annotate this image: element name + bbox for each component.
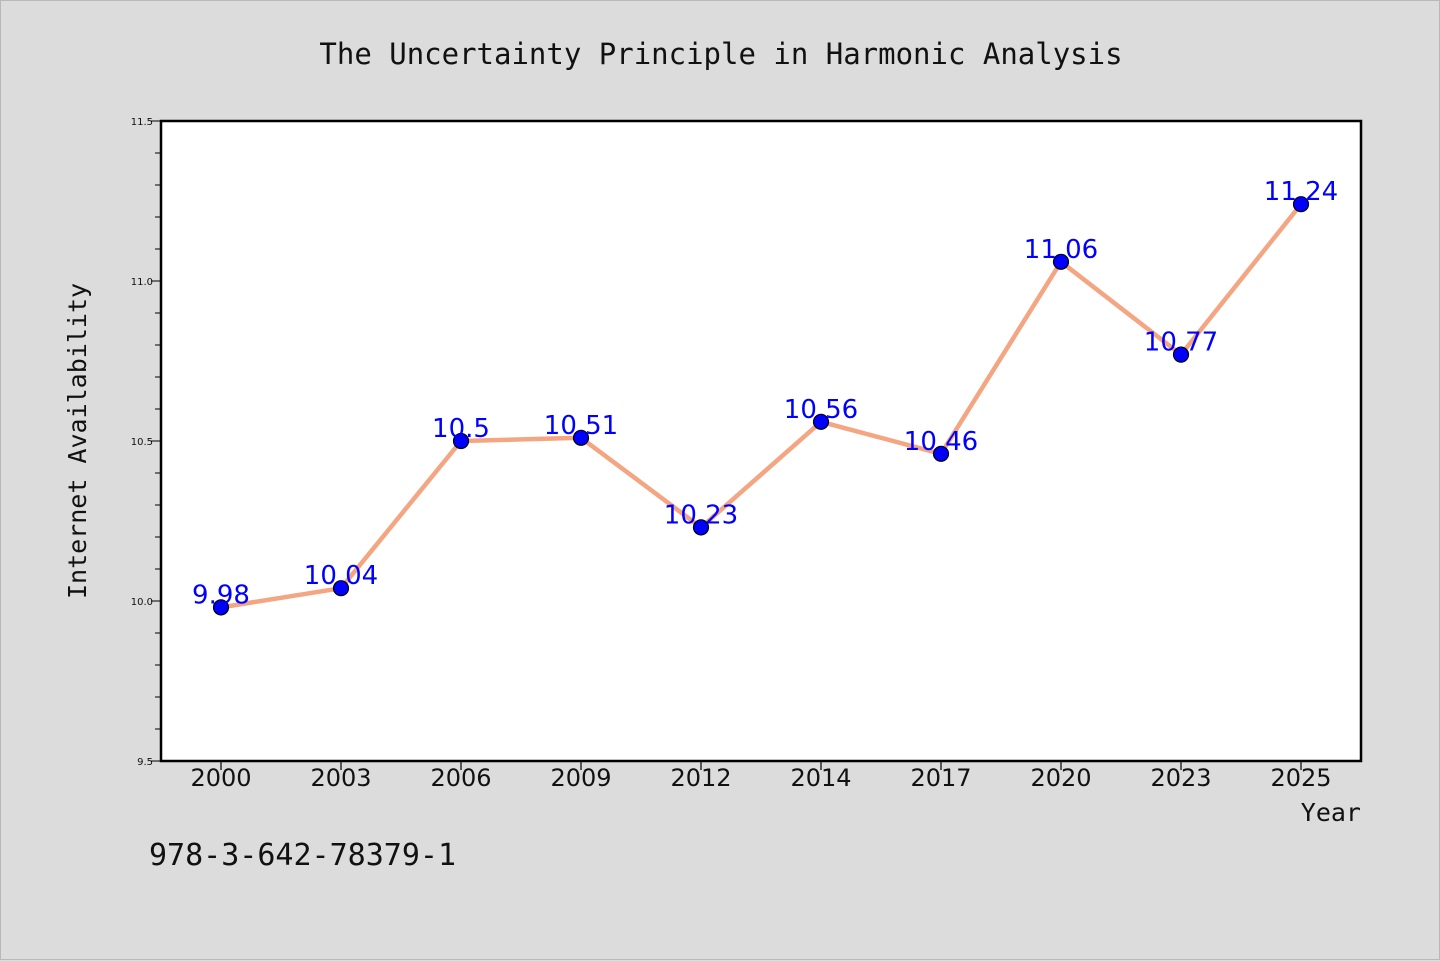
x-tick-label: 2000 <box>190 764 251 792</box>
data-markers <box>212 196 1310 616</box>
data-point <box>332 580 350 597</box>
x-tick-label: 2020 <box>1030 764 1091 792</box>
data-label: 10.23 <box>664 500 738 530</box>
x-tick-label: 2014 <box>790 764 851 792</box>
y-minor-ticks <box>155 152 161 730</box>
x-axis-ticks: 2000 2003 2006 2009 2012 2014 2017 2020 2023 2025 <box>190 761 1332 792</box>
isbn-footer: 978-3-642-78379-1 <box>149 838 456 873</box>
data-label: 10.46 <box>904 427 978 457</box>
data-label: 10.56 <box>784 395 858 425</box>
series-line <box>220 202 1303 610</box>
data-label: 9.98 <box>192 580 250 610</box>
data-point <box>1292 196 1310 213</box>
x-tick-label: 2003 <box>310 764 371 792</box>
data-point <box>452 432 470 450</box>
y-tick-label: 9.5 <box>137 757 153 768</box>
data-label: 10.5 <box>432 414 490 444</box>
data-point <box>212 599 230 616</box>
x-tick-label: 2025 <box>1270 764 1331 792</box>
data-point <box>932 445 950 462</box>
y-tick-label: 10.0 <box>131 597 153 608</box>
x-tick-label: 2009 <box>550 764 611 792</box>
data-label: 10.04 <box>304 561 378 591</box>
data-point <box>812 413 830 430</box>
data-point <box>572 429 590 446</box>
x-tick-label: 2023 <box>1150 764 1211 792</box>
x-axis-label: Year <box>1301 798 1361 827</box>
y-tick-label: 10.5 <box>131 437 153 448</box>
y-tick-label: 11.5 <box>131 117 153 128</box>
data-label: 11.24 <box>1264 177 1338 207</box>
data-point <box>1052 253 1070 270</box>
data-label: 10.51 <box>544 411 618 441</box>
series-line-group <box>220 202 1303 610</box>
x-tick-label: 2006 <box>430 764 491 792</box>
chart-title: The Uncertainty Principle in Harmonic An… <box>319 37 1122 71</box>
data-label: 11.06 <box>1024 235 1098 265</box>
x-tick-label: 2017 <box>910 764 971 792</box>
plot-area <box>159 119 1363 763</box>
x-tick-label: 2012 <box>670 764 731 792</box>
data-point <box>1172 346 1190 363</box>
data-point <box>692 519 710 536</box>
data-labels: 9.98 10.04 10.5 10.51 10.23 10.56 10.46 11.06 10… <box>192 177 1338 610</box>
data-label: 10.77 <box>1144 328 1218 358</box>
y-axis-label: Internet Availability <box>63 283 92 599</box>
y-tick-label: 11.0 <box>131 277 153 288</box>
y-axis-ticks: 9.5 10.0 10.5 11.0 11.5 <box>131 117 161 768</box>
